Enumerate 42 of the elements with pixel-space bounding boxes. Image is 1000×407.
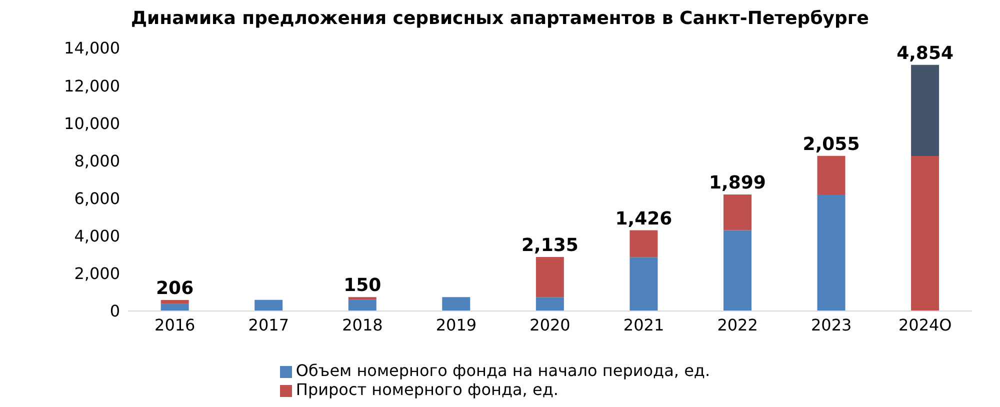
bar xyxy=(254,300,283,311)
y-tick-label: 8,000 xyxy=(74,151,120,170)
bar xyxy=(817,194,846,311)
y-tick-label: 6,000 xyxy=(74,188,120,208)
y-tick-label: 2,000 xyxy=(74,264,120,284)
bar xyxy=(348,300,376,311)
y-tick-label: 10,000 xyxy=(64,114,120,133)
legend-label: Объем номерного фонда на начало периода, ед. xyxy=(296,361,710,380)
x-tick-label: 2021 xyxy=(623,315,664,334)
data-label: 4,854 xyxy=(896,42,954,64)
legend-label: Прирост номерного фонда, ед. xyxy=(296,380,558,399)
data-label: 1,426 xyxy=(615,208,672,230)
bar xyxy=(160,304,189,311)
y-tick-label: 4,000 xyxy=(74,226,120,246)
bar xyxy=(536,297,564,311)
data-label: 206 xyxy=(156,278,194,299)
y-tick-label: 14,000 xyxy=(64,38,120,58)
bar xyxy=(911,64,940,156)
bar xyxy=(723,230,752,311)
bar xyxy=(348,297,376,300)
x-tick-label: 2019 xyxy=(436,315,477,334)
x-tick-label: 2016 xyxy=(154,315,196,334)
data-label: 2,055 xyxy=(802,134,860,155)
data-label: 2,135 xyxy=(521,234,578,256)
x-tick-label: 2024О xyxy=(898,315,952,334)
bar xyxy=(442,297,470,311)
data-label: 1,899 xyxy=(709,172,766,194)
x-tick-label: 2022 xyxy=(717,315,758,334)
chart-title: Динамика предложения сервисных апартаментов в Санкт-Петербурге xyxy=(130,8,870,31)
bar xyxy=(630,230,658,258)
bar xyxy=(630,257,658,311)
bar xyxy=(817,156,846,195)
data-label: 150 xyxy=(344,275,382,296)
x-tick-label: 2020 xyxy=(530,315,570,334)
x-tick-label: 2023 xyxy=(810,315,852,334)
y-tick-label: 12,000 xyxy=(64,76,120,96)
x-tick-label: 2017 xyxy=(248,315,290,334)
x-tick-label: 2018 xyxy=(342,315,383,334)
bar xyxy=(160,300,189,304)
bar xyxy=(723,194,752,230)
bar xyxy=(536,256,564,298)
y-tick-label: 0 xyxy=(110,302,120,321)
